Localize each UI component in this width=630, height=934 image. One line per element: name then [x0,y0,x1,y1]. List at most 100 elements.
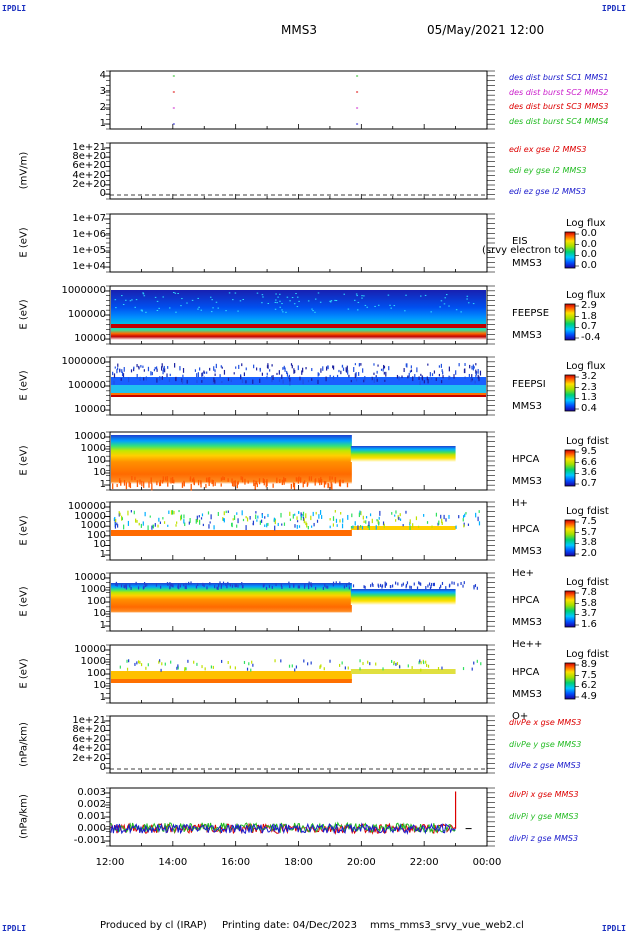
spectrogram-speck [472,368,474,371]
spectrogram-speck [283,365,285,370]
spectrogram-speck [405,583,408,587]
spectrogram-speck [312,310,314,312]
spectrogram-speck [177,293,179,295]
spectrogram-speck [453,581,455,585]
spectrogram-speck [286,370,288,375]
side-label: H+ [512,498,528,509]
spectrogram-speck [222,581,225,585]
spectrogram-speck [395,662,397,666]
spectrogram-band [111,671,352,681]
spectrogram-speck [120,480,122,486]
spectrogram-speck [201,380,203,383]
spectrogram-speck [140,663,143,667]
spectrogram-speck [339,663,341,667]
spectrogram-speck [152,524,154,528]
spectrogram-speck [177,664,179,668]
spectrogram-speck [133,510,135,515]
spectrogram-speck [320,368,322,373]
spectrogram-speck [363,295,365,297]
spectrogram-speck [183,514,185,519]
spectrogram-speck [234,292,237,294]
spectrogram-speck [252,379,254,384]
spectrogram-speck [457,583,459,587]
spectrogram-speck [182,368,185,373]
spectrogram-speck [462,515,465,518]
y-tick-label: 1000000 [61,285,106,296]
spectrogram [111,435,352,484]
spectrogram-speck [477,368,479,374]
spectrogram-speck [305,513,307,519]
spectrogram-speck [448,514,450,519]
spectrogram-speck [463,368,466,374]
spectrogram-speck [187,659,189,663]
x-tick-label: 12:00 [95,857,125,868]
y-tick-label: 0 [99,762,106,773]
spectrogram-speck [158,482,161,487]
spectrogram-speck [301,370,303,375]
spectrogram-speck [301,514,303,518]
spectrogram-speck [139,660,141,664]
y-tick-label: 100 [86,668,106,679]
spectrogram-speck [387,294,390,296]
spectrogram-speck [271,585,273,589]
spectrogram-speck [420,668,422,672]
spectrogram-speck [354,299,356,301]
spectrogram-speck [117,524,119,528]
spectrogram-speck [332,523,335,527]
spectrogram-speck [365,520,367,524]
spectrogram-band [111,679,352,683]
spectrogram-speck [383,365,386,369]
y-tick-label: 100000 [67,309,106,320]
spectrogram-speck [341,523,344,529]
side-label: FEEPSI [512,379,546,390]
colorbar-tick-label: 6.6 [581,456,597,468]
spectrogram-speck [175,524,177,527]
spectrogram-speck [147,525,149,531]
spectrogram-speck [195,518,197,524]
spectrogram-speck [366,306,368,308]
spectrogram-speck [143,585,145,589]
spectrogram-speck [292,514,294,519]
spectrogram-speck [183,583,185,587]
legend-entry: divPi x gse MMS3 [509,790,579,799]
spectrogram-speck [245,516,247,519]
spectrogram-speck [391,584,394,588]
spectrogram-speck [314,311,316,313]
spectrogram-speck [141,480,143,487]
spectrogram-speck [185,586,187,590]
spectrogram-speck [222,518,225,522]
spectrogram-speck [167,366,169,369]
spectrogram-speck [289,377,291,382]
spectrogram-speck [186,379,188,384]
spectrogram-speck [139,479,141,485]
spectrogram-speck [321,515,323,519]
spectrogram-speck [115,581,118,585]
spectrogram-speck [384,581,386,585]
spectrogram-speck [138,522,140,526]
spectrogram-speck [464,376,466,379]
spectrogram-speck [159,521,162,524]
spectrogram-speck [212,380,215,384]
spectrogram-speck [241,582,243,586]
spectrogram-speck [453,374,455,379]
spectrogram-speck [254,482,256,490]
spectrogram-speck [471,667,473,671]
spectrogram-speck [314,586,317,590]
spectrogram-band [111,393,486,396]
spectrogram-speck [257,515,259,519]
spectrogram-speck [130,510,132,513]
footer-script-name: mms_mms3_srvy_vue_web2.cl [370,920,524,931]
spectrogram-speck [475,363,477,366]
spectrogram-speck [302,516,305,521]
spectrogram-speck [310,583,313,587]
spectrogram-speck [168,307,171,309]
spectrogram-speck [310,525,313,528]
spectrogram-speck [256,481,258,485]
spectrogram-speck [120,377,122,381]
spectrogram-speck [360,363,362,366]
colorbar-tick-label: 0.0 [581,249,597,261]
spectrogram-speck [223,369,226,375]
spectrogram-speck [405,510,407,514]
spectrogram-speck [266,372,268,376]
